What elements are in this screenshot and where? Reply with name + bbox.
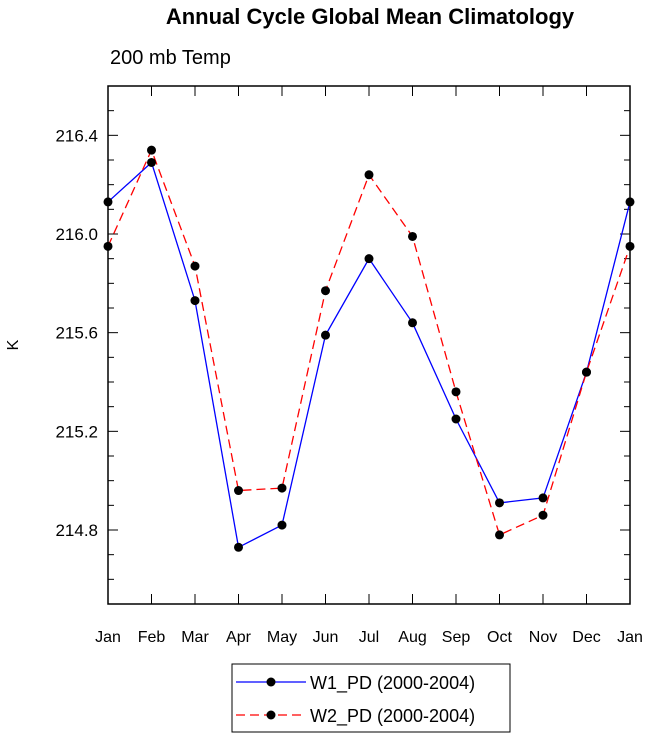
series-line-2 <box>107 148 631 536</box>
x-tick-label: Jan <box>617 629 643 646</box>
x-tick-label: Feb <box>138 629 166 646</box>
y-tick-label: 216.0 <box>55 225 98 244</box>
data-point <box>625 241 635 251</box>
x-tick-label: Jun <box>313 629 339 646</box>
data-point <box>190 296 200 306</box>
data-point <box>190 261 200 271</box>
data-point <box>538 510 548 520</box>
x-tick-label: Apr <box>226 629 252 646</box>
data-point <box>147 145 156 155</box>
data-point <box>234 542 243 552</box>
legend <box>231 663 511 733</box>
data-point <box>277 483 287 493</box>
y-tick-label: 216.4 <box>55 126 98 145</box>
data-point <box>538 493 548 503</box>
series-line-1 <box>107 161 631 549</box>
data-point <box>321 286 330 296</box>
x-tick-label: Jul <box>359 629 379 646</box>
x-tick-label: Sep <box>442 629 471 646</box>
x-tick-label: Mar <box>181 629 209 646</box>
data-point <box>234 486 243 496</box>
data-point <box>103 241 113 251</box>
x-tick-label: Oct <box>487 629 512 646</box>
x-tick-label: Aug <box>398 629 426 646</box>
data-point <box>103 197 113 207</box>
data-point <box>451 387 461 397</box>
y-tick-label: 215.6 <box>55 324 98 343</box>
chart-title: Annual Cycle Global Mean Climatology <box>166 4 575 29</box>
data-point <box>408 318 417 328</box>
data-point <box>277 520 287 530</box>
data-point <box>582 367 591 377</box>
y-tick-label: 214.8 <box>55 521 98 540</box>
legend-marker <box>266 710 276 720</box>
x-tick-label: Dec <box>572 629 600 646</box>
data-point <box>495 530 504 540</box>
x-tick-label: May <box>267 629 297 646</box>
y-axis-label: K <box>5 339 22 350</box>
plot-frame <box>107 85 631 605</box>
data-point <box>321 330 330 340</box>
data-point <box>364 254 374 264</box>
chart-subtitle: 200 mb Temp <box>110 47 231 69</box>
data-point <box>408 231 417 241</box>
legend-label: W1_PD (2000-2004) <box>310 673 475 694</box>
data-point <box>451 414 461 424</box>
data-point <box>625 197 635 207</box>
data-point <box>147 157 156 167</box>
data-point <box>364 170 374 180</box>
legend-label: W2_PD (2000-2004) <box>310 706 475 727</box>
x-tick-label: Jan <box>95 629 121 646</box>
x-tick-label: Nov <box>529 629 557 646</box>
data-point <box>495 498 504 508</box>
y-tick-label: 215.2 <box>55 422 98 441</box>
legend-marker <box>266 677 276 687</box>
